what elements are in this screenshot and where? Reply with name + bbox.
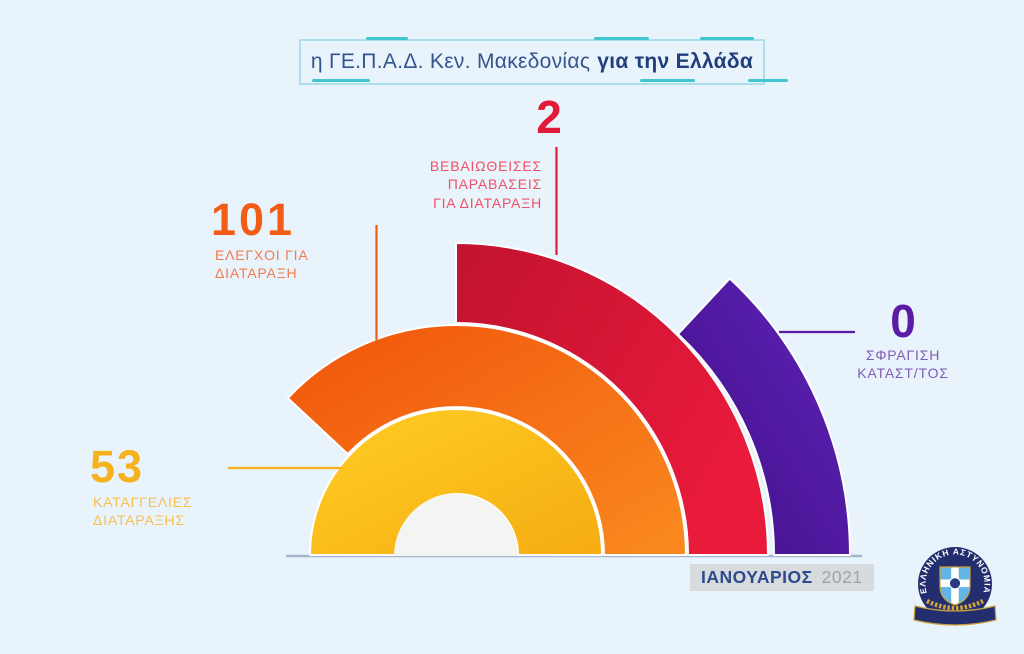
- title-dash-decoration: [748, 79, 788, 82]
- period-month: ΙΑΝΟΥΑΡΙΟΣ: [701, 567, 813, 587]
- metric-label-line: ΠΑΡΑΒΑΣΕΙΣ: [447, 176, 542, 193]
- title-dash-decoration: [640, 79, 695, 82]
- metric-label-line: ΕΛΕΓΧΟΙ ΓΙΑ: [215, 247, 309, 263]
- title-box: η ΓΕ.Π.Α.Δ. Κεν. Μακεδονίας για την Ελλάδ…: [299, 39, 765, 85]
- arc-violations: [455, 242, 769, 556]
- hellenic-police-badge: ΕΛΛΗΝΙΚΗ ΑΣΤΥΝΟΜΙΑ: [913, 546, 997, 626]
- metric-value-sealings: 0: [890, 295, 916, 347]
- metric-value-violations: 2: [536, 91, 562, 143]
- metric-label-line: ΓΙΑ ΔΙΑΤΑΡΑΞΗ: [433, 194, 542, 211]
- metric-label-line: ΚΑΤΑΣΤ/ΤΟΣ: [857, 365, 949, 382]
- laurel-wreath: [925, 598, 985, 611]
- metric-label-line: ΚΑΤΑΓΓΕΛΙΕΣ: [93, 494, 193, 510]
- metric-label-complaints: ΚΑΤΑΓΓΕΛΙΕΣ ΔΙΑΤΑΡΑΞΗΣ: [93, 493, 192, 530]
- title-dash-decoration: [366, 37, 408, 40]
- metric-label-checks: ΕΛΕΓΧΟΙ ΓΙΑ ΔΙΑΤΑΡΑΞΗ: [215, 246, 308, 283]
- arc-checks: [286, 323, 687, 556]
- shield-outline: [939, 566, 971, 606]
- title-dash-decoration: [312, 79, 370, 82]
- arc-sealings: [677, 277, 851, 556]
- metric-label-violations: ΒΕΒΑΙΩΘΕΙΣΕΣ ΠΑΡΑΒΑΣΕΙΣ ΓΙΑ ΔΙΑΤΑΡΑΞΗ: [340, 157, 542, 212]
- chart-center-hole: [394, 494, 518, 556]
- metric-value-checks: 101: [211, 194, 296, 245]
- page-title: η ΓΕ.Π.Α.Δ. Κεν. Μακεδονίας για την Ελλάδ…: [311, 50, 753, 74]
- period-box: ΙΑΝΟΥΑΡΙΟΣ 2021: [690, 564, 874, 591]
- metric-label-line: ΔΙΑΤΑΡΑΞΗΣ: [93, 512, 185, 529]
- metric-value-complaints: 53: [90, 441, 145, 492]
- metric-label-sealings: ΣΦΡΑΓΙΣΗ ΚΑΤΑΣΤ/ΤΟΣ: [833, 346, 973, 383]
- title-dash-decoration: [594, 37, 649, 40]
- metric-label-line: ΔΙΑΤΑΡΑΞΗ: [215, 265, 298, 282]
- shield-cross: [940, 567, 970, 605]
- period-year: 2021: [821, 567, 863, 587]
- metric-label-line: ΣΦΡΑΓΙΣΗ: [865, 347, 941, 363]
- metric-label-line: ΒΕΒΑΙΩΘΕΙΣΕΣ: [429, 158, 542, 174]
- title-dash-decoration: [700, 37, 754, 40]
- ribbon-banner: [913, 605, 997, 626]
- title-emphasis: για την Ελλάδα: [597, 50, 754, 73]
- title-prefix: η ΓΕ.Π.Α.Δ. Κεν. Μακεδονίας: [310, 50, 591, 73]
